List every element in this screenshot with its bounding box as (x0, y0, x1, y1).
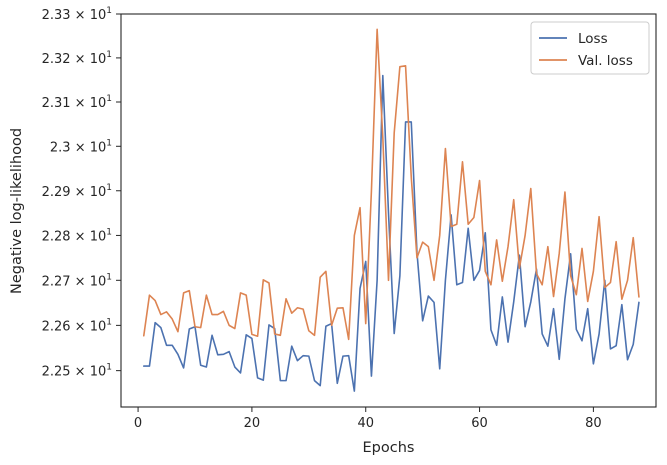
y-tick-label: 2.25 × 101 (42, 363, 112, 380)
series-line-loss (142, 74, 640, 392)
y-tick-label: 2.3 × 101 (50, 138, 112, 155)
series-line-val-loss (142, 28, 640, 341)
x-tick-label: 20 (244, 416, 261, 431)
legend-label: Loss (578, 31, 608, 47)
y-tick-label: 2.29 × 101 (42, 183, 112, 200)
x-tick-label: 60 (471, 416, 488, 431)
x-tick-label: 0 (134, 416, 142, 431)
legend-label: Val. loss (578, 53, 633, 69)
y-tick-label: 2.31 × 101 (42, 94, 112, 111)
x-axis: 0 20 40 60 80 (134, 407, 602, 431)
y-tick-label: 2.33 × 101 (42, 6, 112, 23)
x-axis-title: Epochs (363, 440, 415, 456)
legend: Loss Val. loss (530, 21, 650, 75)
x-tick-label: 40 (357, 416, 374, 431)
y-tick-label: 2.26 × 101 (42, 317, 112, 334)
y-tick-label: 2.28 × 101 (42, 227, 112, 244)
y-axis: 2.25 × 101 2.26 × 101 2.27 × 101 2.28 × 101… (42, 6, 121, 380)
y-axis-title: Negative log-likelihood (9, 128, 25, 294)
legend-box (530, 21, 650, 75)
x-tick-label: 80 (585, 416, 602, 431)
series-layer (142, 28, 640, 392)
y-tick-label: 2.27 × 101 (42, 272, 112, 289)
y-tick-label: 2.32 × 101 (42, 50, 112, 67)
